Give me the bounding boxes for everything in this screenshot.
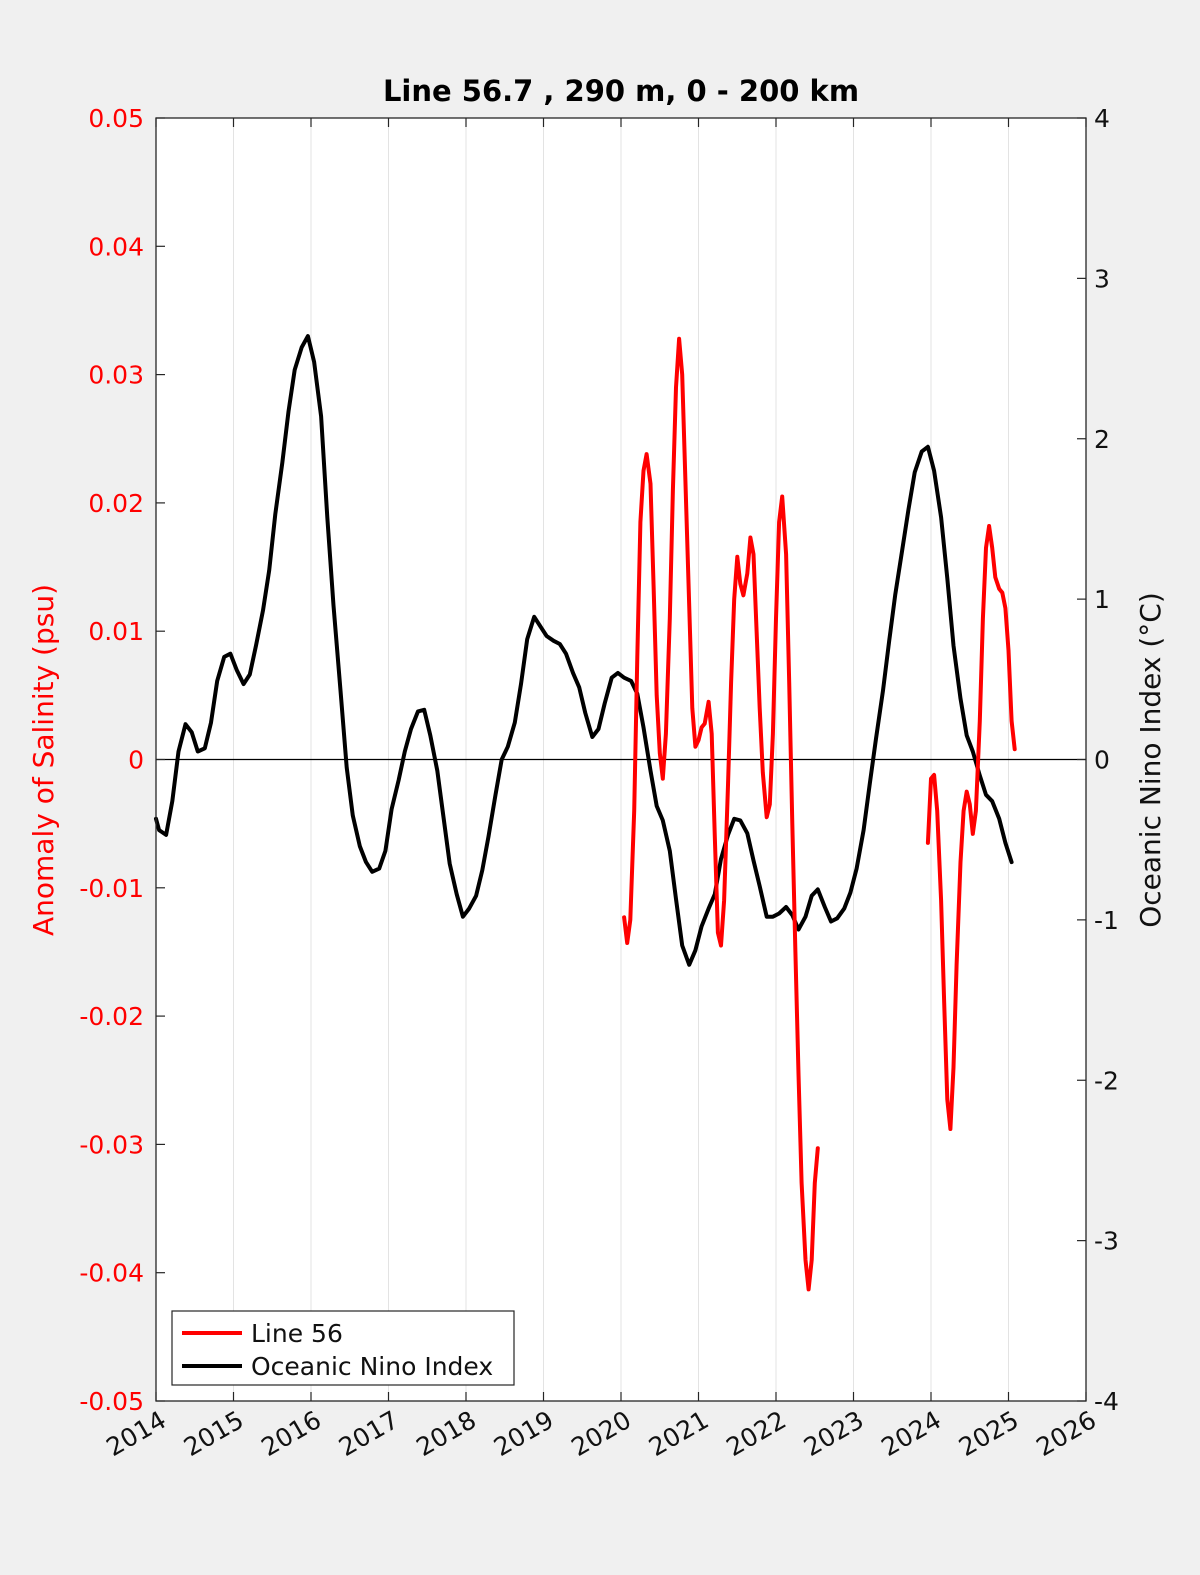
- series-oceanic-nino-index-segment-0: [154, 334, 1014, 967]
- y-right-tick-label: 4: [1094, 104, 1110, 133]
- legend-box: [171, 1310, 515, 1386]
- series-line-56-segment-1: [925, 524, 1017, 1131]
- y-left-tick-label: -0.04: [79, 1259, 144, 1288]
- y-right-tick-label: 1: [1094, 585, 1110, 614]
- y-left-tick-label: -0.02: [79, 1002, 144, 1031]
- y-right-tick-label: -3: [1094, 1227, 1119, 1256]
- y-left-tick-label: 0.01: [88, 617, 144, 646]
- y-left-tick-label: 0.03: [88, 361, 144, 390]
- legend-label-oni: Oceanic Nino Index: [251, 1352, 493, 1381]
- y-left-tick-label: 0: [128, 746, 144, 775]
- legend: Line 56 Oceanic Nino Index: [171, 1310, 515, 1386]
- y-right-tick-label: 0: [1094, 746, 1110, 775]
- right-axis-label: Oceanic Nino Index (°C): [1134, 592, 1167, 928]
- series-line-56-segment-0: [622, 336, 820, 1292]
- y-left-tick-label: 0.04: [88, 232, 144, 261]
- y-left-tick-label: 0.05: [88, 104, 144, 133]
- series-layer: [154, 334, 1017, 1292]
- y-left-tick-label: -0.01: [79, 874, 144, 903]
- y-right-tick-label: -4: [1094, 1387, 1119, 1416]
- chart-title: Line 56.7 , 290 m, 0 - 200 km: [383, 74, 859, 108]
- y-left-tick-label: -0.05: [79, 1387, 144, 1416]
- legend-label-line56: Line 56: [251, 1319, 343, 1348]
- left-axis-label: Anomaly of Salinity (psu): [27, 584, 60, 936]
- y-right-tick-label: -2: [1094, 1066, 1119, 1095]
- y-right-tick-label: 3: [1094, 264, 1110, 293]
- y-right-tick-label: -1: [1094, 906, 1119, 935]
- y-right-tick-label: 2: [1094, 425, 1110, 454]
- y-left-tick-label: 0.02: [88, 489, 144, 518]
- y-left-tick-label: -0.03: [79, 1130, 144, 1159]
